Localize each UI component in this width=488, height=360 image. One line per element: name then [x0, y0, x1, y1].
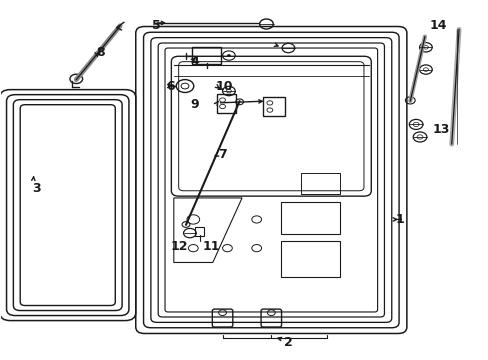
- Text: 13: 13: [431, 123, 448, 136]
- Text: 2: 2: [284, 336, 292, 348]
- Text: 7: 7: [217, 148, 226, 161]
- Text: 4: 4: [190, 55, 199, 68]
- Text: 5: 5: [152, 19, 160, 32]
- Text: 14: 14: [429, 19, 447, 32]
- Text: 9: 9: [190, 98, 199, 111]
- Text: 12: 12: [171, 240, 188, 253]
- Text: 6: 6: [166, 80, 175, 93]
- Text: 8: 8: [96, 46, 104, 59]
- Text: 11: 11: [203, 240, 220, 253]
- Text: 1: 1: [395, 213, 404, 226]
- Circle shape: [226, 54, 230, 57]
- Text: 10: 10: [215, 80, 232, 93]
- Text: 3: 3: [32, 183, 41, 195]
